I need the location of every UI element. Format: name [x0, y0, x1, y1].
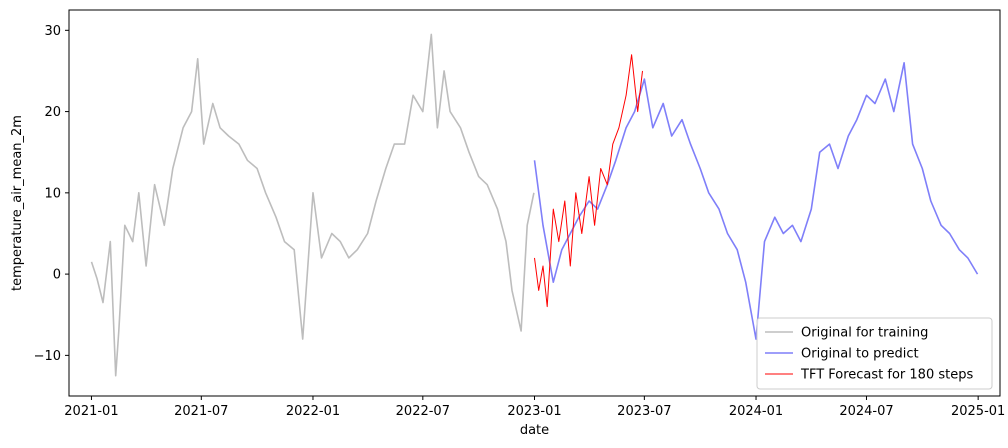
x-axis-label: date — [520, 423, 549, 438]
series-line-3 — [534, 54, 643, 308]
y-axis: −10 0 10 20 30 — [34, 24, 69, 364]
y-tick-label: 0 — [53, 268, 61, 283]
x-axis: 2021-01 2021-07 2022-01 2022-07 2023-01 2023-… — [64, 396, 1005, 419]
series-layer — [90, 33, 979, 377]
series-line-2 — [533, 61, 979, 340]
legend-label-1: Original for training — [801, 326, 928, 341]
x-tick-label: 2022-07 — [396, 404, 450, 419]
x-tick-label: 2023-07 — [617, 404, 671, 419]
legend: Original for training Original to predict… — [756, 317, 993, 390]
x-tick-label: 2024-01 — [729, 404, 783, 419]
x-tick-label: 2021-01 — [64, 404, 118, 419]
y-tick-label: 20 — [44, 105, 61, 120]
y-axis-label: temperature_air_mean_2m — [10, 115, 25, 291]
series-line-1 — [90, 33, 535, 377]
x-tick-label: 2024-07 — [839, 404, 893, 419]
y-tick-label: −10 — [34, 349, 61, 364]
x-tick-label: 2022-01 — [286, 404, 340, 419]
legend-label-2: Original to predict — [801, 347, 919, 362]
x-tick-label: 2023-01 — [507, 404, 561, 419]
legend-box — [756, 317, 993, 390]
y-tick-label: 10 — [44, 186, 61, 201]
x-tick-label: 2025-01 — [951, 404, 1005, 419]
legend-label-3: TFT Forecast for 180 steps — [800, 368, 973, 383]
y-tick-label: 30 — [44, 24, 61, 39]
x-tick-label: 2021-07 — [174, 404, 228, 419]
